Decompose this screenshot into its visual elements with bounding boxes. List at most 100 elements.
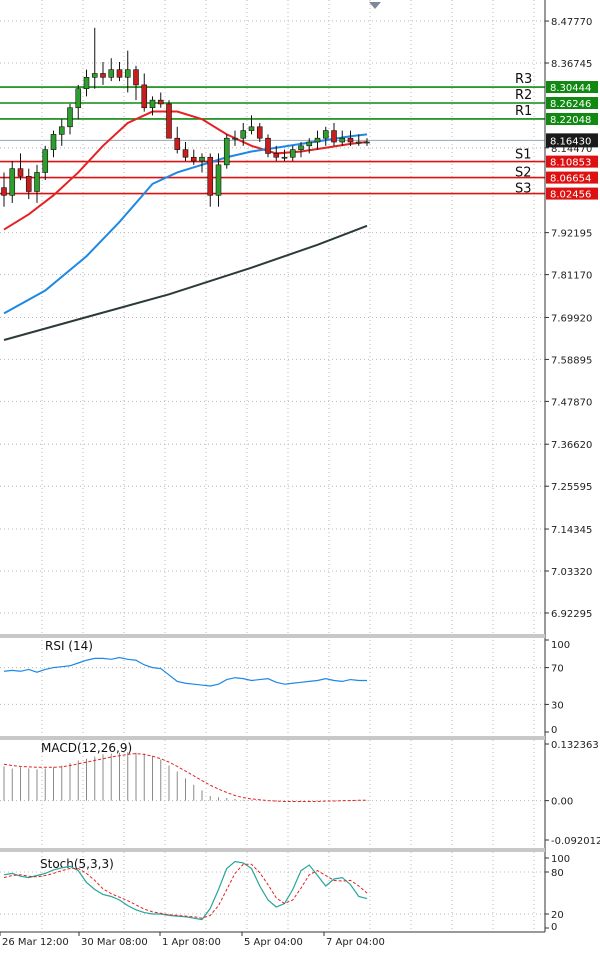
macd-panel: MACD(12,26,9) 0.132363 0.00 -0.092012 [0,740,600,847]
candle [232,130,238,146]
candle-body [83,76,90,90]
price-tick-label: 8.47770 [551,17,592,28]
candle-body [281,156,288,159]
price-tick-label: 8.36745 [551,59,592,70]
macd-tick-label: 0.00 [551,797,573,808]
current-price-label: 8.16430 [550,136,591,147]
level-price-box [546,112,598,125]
candle-body [75,88,82,109]
candle-body [9,168,16,196]
level-name-s3: S3 [515,182,532,197]
candle-body [355,141,362,144]
time-tick-label: 5 Apr 04:00 [244,937,303,948]
level-price-box [546,155,598,168]
macd-label: MACD(12,26,9) [41,741,132,755]
time-tick-label: 30 Mar 08:00 [81,937,148,948]
candle-body [265,137,271,154]
price-tick-label: 7.47870 [551,397,592,408]
stoch-tick-label: 80 [551,868,564,879]
candle [108,58,115,82]
candle [116,62,123,82]
price-panel: 8.47770 8.36745 8.14470 7.92195 7.81170 7.699… [0,17,598,620]
price-tick-label: 7.92195 [551,229,592,240]
candle-body [289,149,296,158]
candle [67,103,73,135]
panel-separator [0,634,545,638]
candle-body [166,103,172,139]
stoch-tick-label: 20 [551,910,564,921]
candle [248,115,255,135]
candle [215,153,222,207]
candle-body [248,126,255,131]
candle-body [273,153,280,158]
current-price-box [546,133,598,148]
time-tick-label: 26 Mar 12:00 [2,937,69,948]
panel-frames [0,0,546,933]
candle [133,65,139,101]
candle-body [306,141,313,147]
candle-body [124,69,131,78]
level-name-r3: R3 [515,72,532,87]
level-name-s2: S2 [515,166,532,181]
candle-body [116,69,123,78]
level-price-box [546,171,598,184]
candle-body [347,137,354,143]
rsi-tick-label: 70 [551,664,564,675]
candle [157,92,164,108]
candle [331,122,337,146]
candle-body [215,164,222,196]
level-price-box [546,187,598,200]
candle [256,122,263,143]
candle [141,73,148,112]
candle-body [182,149,189,158]
candle [265,134,271,158]
candle [50,130,57,158]
moving-average-2 [3,133,368,315]
candle-body [133,69,139,86]
candle-body [190,156,197,162]
chart-shift-marker [369,2,381,9]
candle-body [1,187,7,196]
stoch-d-line [3,863,368,919]
candle-body [100,73,106,78]
macd-signal-line [3,753,367,802]
level-price-box [546,97,598,110]
candle-body [322,130,329,139]
candle-body [91,73,98,78]
price-tick-label: 6.92295 [551,609,592,620]
level-name-s1: S1 [515,148,532,163]
candle [75,84,82,120]
rsi-tick-label: 100 [551,640,570,651]
stoch-panel: Stoch(5,3,3) 100 80 200 [0,854,570,933]
candle [339,130,346,146]
candle-body [50,134,57,150]
candle-body [232,137,238,140]
candle [34,164,40,203]
candle [83,69,90,97]
candle-body [256,126,263,139]
candle [25,168,32,200]
macd-tick-label: -0.092012 [551,836,600,847]
candle-body [141,84,148,109]
candle-body [58,126,65,135]
candle [322,126,329,146]
candle [58,119,65,146]
candle [42,145,49,181]
moving-average-3 [3,224,368,341]
grid-lines [0,0,545,932]
rsi-tick-label: 30 [551,700,564,711]
candle-body [331,130,337,143]
candle-body [25,175,32,192]
time-tick-label: 1 Apr 08:00 [162,937,221,948]
rsi-panel: RSI (14) 100 70 30 0 [0,639,570,736]
candle-body [339,137,346,143]
candle [149,96,156,116]
candle-body [207,156,214,196]
candle [355,134,362,146]
price-tick-label: 7.14345 [551,525,592,536]
level-name-r1: R1 [515,104,532,119]
price-tick-label: 7.36620 [551,440,592,451]
candle-body [42,149,49,173]
